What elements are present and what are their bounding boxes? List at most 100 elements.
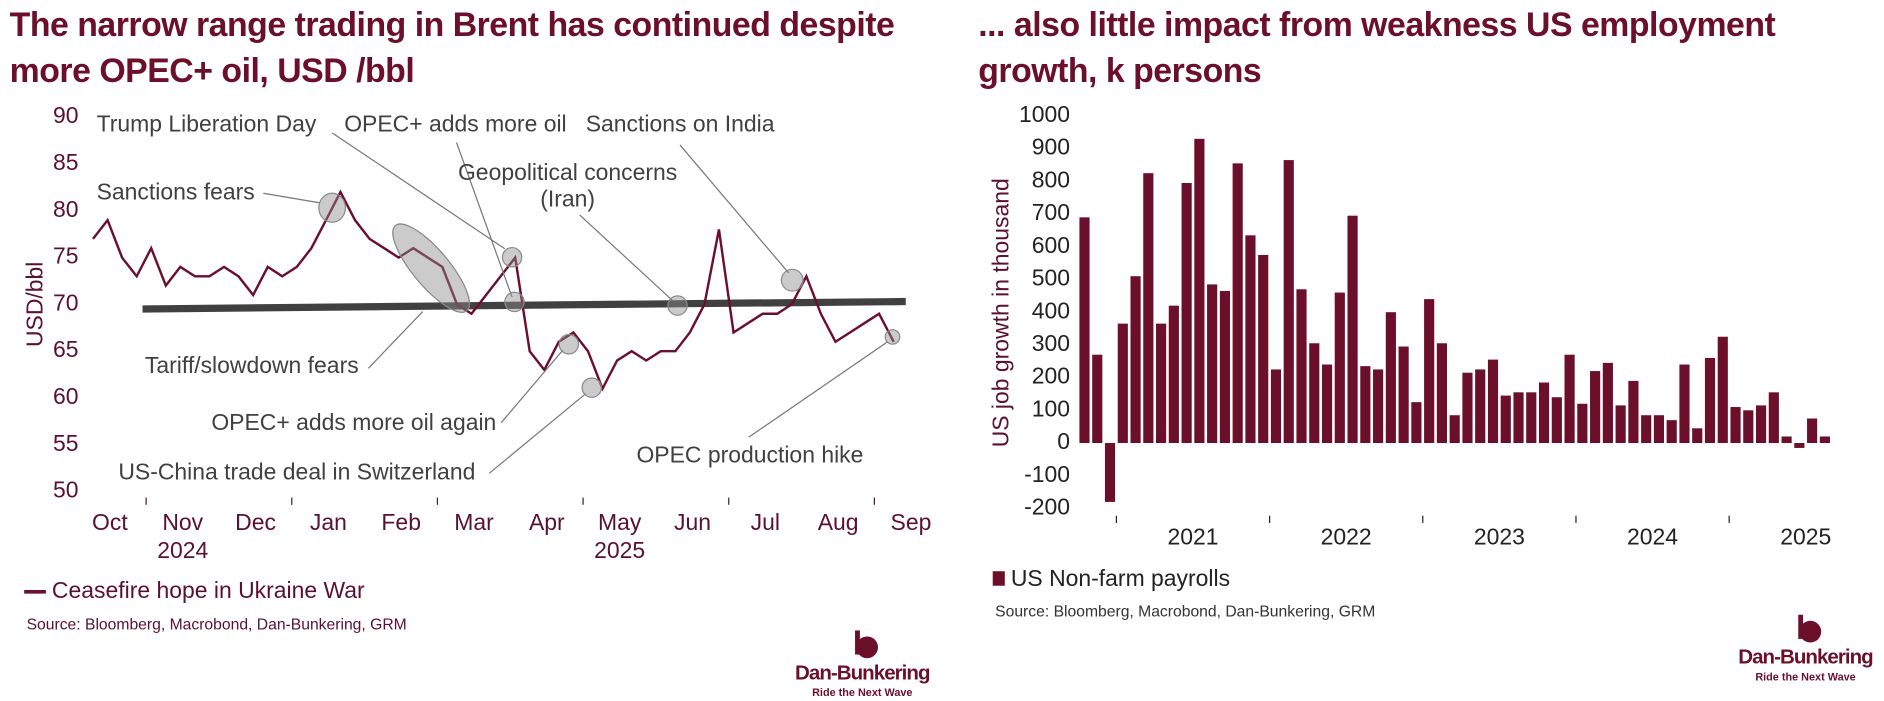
bar <box>1334 292 1345 444</box>
annotation-highlight <box>501 246 523 268</box>
bar <box>1385 312 1396 444</box>
bar <box>1360 366 1371 444</box>
annotation-leader <box>500 349 564 424</box>
y-axis-label: USD/bbl <box>21 262 47 347</box>
x-tick-label: 2025 <box>1780 524 1831 550</box>
y-tick-label: 600 <box>1032 232 1070 258</box>
annotation: OPEC production hike <box>636 442 863 468</box>
y-tick-label: 85 <box>53 149 79 175</box>
chart-title: The narrow range trading in Brent has co… <box>9 6 895 90</box>
bar <box>1475 369 1486 444</box>
y-tick-label: 400 <box>1032 297 1070 323</box>
legend-label: Ceasefire hope in Ukraine War <box>52 577 365 603</box>
bar <box>1615 405 1626 444</box>
bar <box>1551 397 1562 444</box>
bar <box>1283 160 1294 444</box>
y-tick-label: -200 <box>1024 494 1070 520</box>
annotation-leader <box>579 214 674 302</box>
x-tick-label: 2024 <box>1627 524 1678 550</box>
y-tick-label: 50 <box>53 477 79 503</box>
bar <box>1743 410 1754 444</box>
logo-icon <box>856 636 878 659</box>
x-year-label: 2024 <box>157 537 208 563</box>
bar <box>1641 415 1652 444</box>
y-tick-label: -100 <box>1024 461 1070 487</box>
y-tick-label: 65 <box>53 336 79 362</box>
bar <box>1819 436 1830 444</box>
bar <box>1411 402 1422 444</box>
annotation: OPEC+ adds more oil <box>344 111 566 137</box>
bar <box>1436 343 1447 444</box>
y-tick-label: 800 <box>1032 166 1070 192</box>
bar <box>1219 290 1230 444</box>
x-year-label: 2025 <box>594 537 645 563</box>
x-tick-label: Feb <box>381 509 421 535</box>
x-tick-label: Jan <box>310 509 347 535</box>
bar <box>1232 163 1243 444</box>
annotation: (Iran) <box>540 186 595 212</box>
annotation-highlight <box>504 291 525 313</box>
bar <box>1768 392 1779 444</box>
bar <box>1602 362 1613 444</box>
bar <box>1692 428 1703 444</box>
annotation-leader <box>679 144 790 274</box>
bar <box>1794 443 1805 448</box>
x-tick-label: Jun <box>674 509 711 535</box>
annotation-leader <box>748 341 889 438</box>
annotation-highlight <box>581 377 603 398</box>
bar <box>1092 354 1103 444</box>
bar <box>1653 415 1665 444</box>
y-tick-label: 90 <box>53 102 79 128</box>
bar <box>1717 336 1728 444</box>
bar <box>1347 215 1358 444</box>
y-tick-label: 60 <box>53 383 79 409</box>
y-axis-label: US job growth in thousand <box>987 178 1013 447</box>
y-tick-label: 500 <box>1032 265 1070 291</box>
bar <box>1781 436 1792 444</box>
logo-icon <box>855 630 860 655</box>
y-tick-label: 300 <box>1032 330 1070 356</box>
y-tick-label: 55 <box>53 430 79 456</box>
bar <box>1513 392 1524 444</box>
bar <box>1666 420 1677 444</box>
data-line <box>92 189 895 392</box>
bar <box>1730 407 1741 444</box>
logo-name: Dan-Bunkering <box>1738 646 1873 669</box>
annotation-highlight <box>318 192 347 223</box>
annotation: Sanctions fears <box>97 178 255 204</box>
bar <box>1487 359 1499 444</box>
y-tick-label: 900 <box>1032 134 1070 160</box>
y-tick-label: 100 <box>1032 395 1070 421</box>
bar <box>1309 343 1320 444</box>
annotation-leader <box>455 142 513 298</box>
bar <box>1424 299 1435 444</box>
legend-label: US Non-farm payrolls <box>1011 565 1230 591</box>
source: Source: Bloomberg, Macrobond, Dan-Bunker… <box>27 617 407 634</box>
bar <box>1104 443 1116 502</box>
y-tick-label: 75 <box>53 243 79 269</box>
source: Source: Bloomberg, Macrobond, Dan-Bunker… <box>995 603 1375 620</box>
logo-icon <box>1798 614 1804 639</box>
annotation: Trump Liberation Day <box>97 111 317 137</box>
bar <box>1755 405 1767 444</box>
annotation-highlight <box>780 268 804 292</box>
annotation: Tariff/slowdown fears <box>145 352 359 378</box>
bar <box>1258 254 1269 444</box>
annotation: US-China trade deal in Switzerland <box>118 458 475 484</box>
annotation-highlight <box>558 333 580 355</box>
x-tick-label: Apr <box>529 509 565 535</box>
bar <box>1245 235 1256 444</box>
bar <box>1130 276 1141 444</box>
bar <box>1156 323 1167 444</box>
bar <box>1538 382 1550 444</box>
bar <box>1117 323 1128 444</box>
logo-tagline: Ride the Next Wave <box>1755 671 1855 683</box>
y-tick-label: 200 <box>1032 363 1070 389</box>
bar <box>1143 173 1154 444</box>
x-tick-label: Sep <box>891 509 932 535</box>
bar <box>1590 371 1601 444</box>
annotation-leader <box>263 192 321 204</box>
x-tick-label: Oct <box>92 509 128 535</box>
